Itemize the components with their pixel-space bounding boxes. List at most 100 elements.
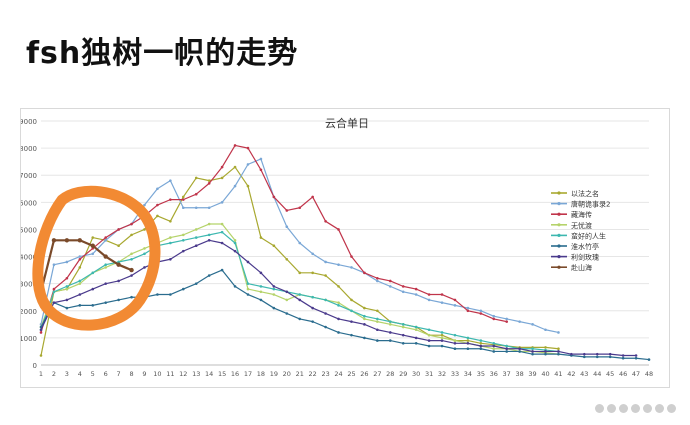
data-point [466,336,470,340]
data-point [337,304,340,307]
data-point [466,347,470,351]
data-point [376,339,379,342]
data-point [350,255,353,258]
data-point [285,257,289,261]
data-point [324,312,327,315]
data-point [52,287,56,291]
y-tick-label: 0 [33,362,37,370]
data-point [337,331,340,334]
data-point [78,257,82,261]
data-point [531,323,534,326]
data-point [181,249,185,253]
series-lines [38,144,651,361]
data-point [583,352,586,356]
legend-marker [557,244,561,248]
legend-marker [557,212,561,216]
data-point [78,282,82,285]
data-point [130,257,133,261]
x-tick-label: 42 [567,370,575,378]
y-tick-labels: 0 1000 2000 3000 4000 5000 6000 7000 8000 9000 [21,118,37,370]
x-tick-label: 47 [632,370,640,378]
watermark-dot [655,404,664,413]
data-point [103,254,108,259]
data-point [492,344,496,348]
data-point [440,336,444,340]
data-point [39,328,43,332]
data-point [207,238,211,242]
x-tick-label: 6 [104,370,108,378]
data-point [376,276,379,280]
data-point [570,352,573,356]
x-tick-label: 48 [645,370,653,378]
data-point [388,279,392,283]
data-point [505,317,509,321]
data-point [285,312,289,315]
data-point [272,195,276,199]
data-point [285,298,289,302]
data-point [156,244,159,248]
x-tick-label: 35 [477,370,485,378]
data-point [233,184,237,188]
data-point [608,355,612,359]
data-point [233,165,237,169]
data-point [388,285,392,288]
x-tick-label: 29 [399,370,407,378]
data-point [479,312,483,315]
legend-label: 以法之名 [571,189,599,198]
x-tick-label: 14 [205,370,213,378]
legend-marker [557,233,561,237]
data-point [401,285,405,288]
x-tick-label: 24 [334,370,342,378]
data-point [207,182,211,185]
data-point [194,282,198,285]
data-point [169,179,172,182]
legend-label: 无忧渡 [571,221,592,230]
x-tick-label: 27 [373,370,381,378]
data-point [298,271,302,275]
data-point [401,290,405,294]
data-point [194,236,198,239]
legend-marker [557,223,561,227]
data-point [117,279,120,283]
x-tick-label: 38 [515,370,523,378]
data-point [220,165,224,169]
data-point [181,238,185,242]
data-point [156,241,159,245]
data-point [492,314,496,318]
x-tick-label: 11 [166,370,174,378]
data-point [505,350,509,353]
data-point [531,352,534,356]
data-point [544,328,547,332]
data-point [104,266,107,269]
data-point [414,325,418,329]
legend-label: 利剑玫瑰 [571,253,599,262]
data-point [130,274,133,277]
data-point [181,287,185,291]
data-point [376,309,379,313]
data-point [324,220,327,223]
data-point [116,262,121,267]
data-point [401,342,405,345]
data-point [414,342,418,345]
data-point [90,243,95,248]
data-point [647,358,651,361]
data-point [557,352,560,356]
data-point [557,331,560,334]
data-point [324,260,327,264]
data-point [427,293,431,296]
watermark-dot [595,404,604,413]
data-point [77,238,83,243]
data-point [39,331,43,334]
y-tick-label: 4000 [21,254,37,262]
data-point [440,339,444,342]
data-point [311,320,314,323]
watermark-dot [631,404,640,413]
x-tick-label: 3 [65,370,69,378]
data-point [181,206,185,210]
data-point [181,195,185,199]
data-point [298,293,302,296]
data-point [169,220,172,223]
data-point [272,293,276,296]
data-point [130,222,133,226]
data-point [401,333,405,337]
